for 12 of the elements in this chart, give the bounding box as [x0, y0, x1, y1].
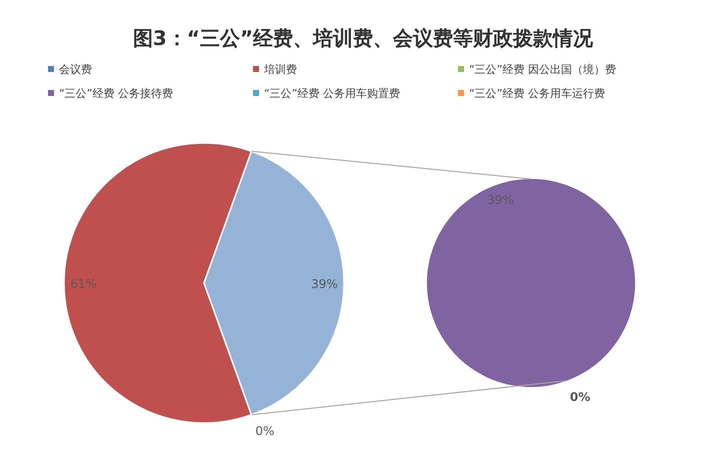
chart-title: 图3：“三公”经费、培训费、会议费等财政拨款情况 — [132, 26, 594, 50]
legend-label: “三公”经费 因公出国（境）费 — [469, 63, 616, 76]
data-label: 61% — [70, 277, 97, 291]
data-label: 39% — [487, 192, 514, 207]
text: 0% — [570, 390, 590, 404]
legend-label: “三公”经费 公务用车购置费 — [264, 87, 400, 100]
legend-label: 培训费 — [263, 63, 297, 76]
data-label: 39% — [311, 277, 338, 291]
legend-label: “三公”经费 公务接待费 — [59, 87, 173, 100]
legend-label: 会议费 — [59, 63, 92, 76]
text: 0% — [255, 424, 274, 438]
legend-label: “三公”经费 公务用车运行费 — [469, 87, 605, 100]
